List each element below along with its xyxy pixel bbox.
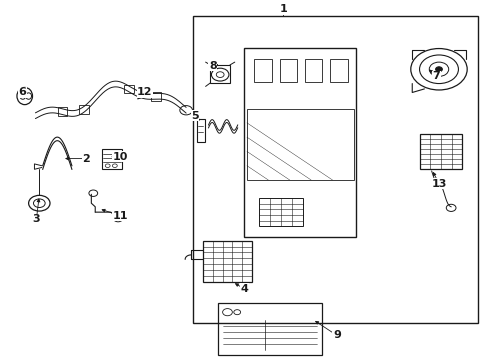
Text: 7: 7	[432, 71, 440, 81]
Text: 4: 4	[240, 284, 248, 294]
Bar	[210, 65, 229, 83]
Bar	[304, 59, 322, 82]
Text: 5: 5	[191, 111, 198, 121]
Bar	[246, 109, 353, 180]
Text: 6: 6	[19, 87, 26, 98]
Bar	[193, 16, 477, 323]
Bar	[419, 134, 461, 169]
Bar	[279, 59, 296, 82]
Bar	[203, 241, 251, 282]
Text: 8: 8	[208, 61, 216, 71]
Bar	[217, 303, 322, 355]
Bar	[79, 105, 88, 114]
Text: 3: 3	[33, 214, 40, 224]
Text: 9: 9	[332, 330, 340, 341]
Bar	[254, 59, 271, 82]
Bar	[124, 85, 133, 93]
Text: 12: 12	[137, 87, 152, 98]
Text: 1: 1	[279, 4, 286, 14]
Circle shape	[435, 67, 442, 72]
Bar	[58, 107, 67, 116]
Bar	[102, 149, 122, 169]
Bar	[151, 92, 161, 100]
Bar	[329, 59, 347, 82]
Text: 13: 13	[430, 179, 446, 189]
Text: 10: 10	[113, 152, 128, 162]
Bar	[259, 198, 302, 226]
Bar	[244, 48, 356, 237]
Bar	[197, 119, 204, 143]
Text: 2: 2	[82, 154, 90, 163]
Text: 11: 11	[113, 211, 128, 221]
